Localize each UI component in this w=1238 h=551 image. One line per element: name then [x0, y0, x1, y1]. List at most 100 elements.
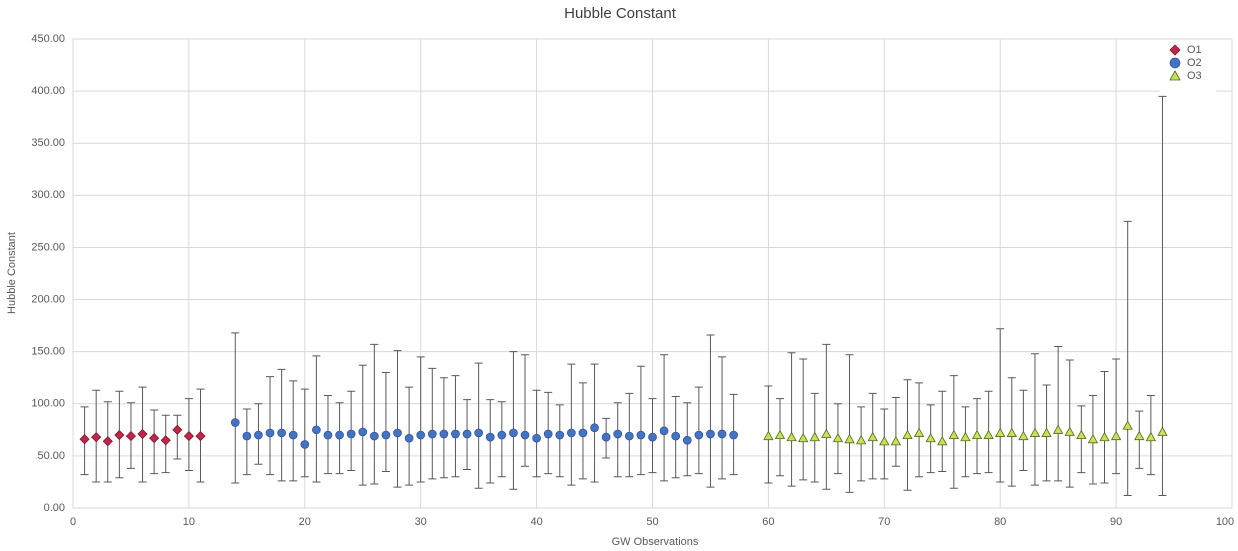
- point: [91, 432, 102, 443]
- point: [312, 425, 321, 435]
- point: [995, 427, 1006, 437]
- point: [648, 432, 657, 442]
- error-bar: [451, 375, 460, 478]
- error-bar: [277, 368, 286, 482]
- point: [1110, 430, 1122, 441]
- error-bar: [173, 414, 182, 460]
- point: [277, 428, 286, 438]
- error-bar: [428, 367, 437, 480]
- point: [948, 429, 960, 440]
- error-bar: [555, 404, 564, 478]
- point: [774, 429, 786, 440]
- point: [682, 435, 692, 445]
- point: [346, 429, 356, 439]
- point: [601, 432, 611, 442]
- point: [902, 429, 913, 440]
- point: [393, 428, 402, 438]
- error-bar: [381, 372, 390, 473]
- point: [520, 430, 530, 440]
- point: [613, 429, 623, 439]
- point: [254, 430, 263, 440]
- point: [172, 424, 183, 435]
- point: [114, 429, 125, 441]
- x-tick-label: 60: [762, 516, 774, 528]
- x-tick-label: 80: [994, 516, 1006, 528]
- point: [578, 428, 588, 438]
- chart-title: Hubble Constant: [564, 5, 677, 22]
- point: [369, 431, 379, 441]
- point: [485, 432, 495, 442]
- error-bar: [718, 356, 727, 480]
- point: [1076, 429, 1087, 440]
- error-bar: [439, 377, 448, 479]
- point: [335, 430, 344, 440]
- point: [913, 427, 925, 437]
- error-bar: [845, 354, 854, 493]
- point: [497, 430, 507, 440]
- error-bar: [613, 402, 622, 478]
- error-bar: [1030, 353, 1039, 486]
- legend-background: [1160, 42, 1216, 92]
- point: [1029, 427, 1041, 437]
- point: [925, 432, 936, 443]
- point: [509, 428, 518, 438]
- point: [125, 431, 137, 442]
- error-bar: [521, 354, 530, 467]
- point: [590, 423, 599, 433]
- error-bar: [242, 408, 251, 476]
- point: [636, 430, 646, 440]
- point: [1052, 424, 1064, 434]
- legend-marker: [1169, 57, 1181, 69]
- x-tick-label: 40: [530, 516, 542, 528]
- error-bar: [567, 363, 576, 486]
- y-tick-label: 350.00: [31, 137, 65, 149]
- point: [416, 430, 426, 440]
- x-tick-label: 90: [1110, 516, 1122, 528]
- error-bar: [799, 358, 808, 481]
- error-bar: [416, 356, 425, 483]
- error-bar: [532, 389, 541, 478]
- error-bar: [938, 390, 947, 473]
- x-tick-label: 0: [70, 516, 76, 528]
- y-tick-label: 150.00: [31, 346, 65, 358]
- error-bar: [891, 397, 900, 467]
- point: [786, 431, 797, 442]
- point: [855, 434, 867, 445]
- point: [1099, 431, 1110, 442]
- y-tick-label: 300.00: [31, 189, 65, 201]
- x-tick-label: 70: [878, 516, 890, 528]
- point: [797, 432, 809, 443]
- x-tick-label: 50: [646, 516, 658, 528]
- point: [230, 418, 240, 427]
- error-bar: [370, 343, 379, 485]
- point: [821, 428, 832, 439]
- point: [543, 429, 553, 439]
- point: [1018, 430, 1029, 441]
- error-bar: [312, 355, 321, 483]
- point: [358, 427, 368, 437]
- point: [404, 433, 414, 443]
- y-tick-label: 250.00: [31, 241, 65, 253]
- point: [671, 431, 681, 441]
- y-tick-label: 400.00: [31, 85, 65, 97]
- y-tick-label: 200.00: [31, 293, 65, 305]
- point: [706, 429, 715, 439]
- error-bar: [509, 351, 518, 490]
- error-bar: [1100, 370, 1109, 484]
- point: [462, 429, 472, 439]
- error-bar: [474, 362, 483, 489]
- point: [763, 430, 774, 441]
- error-bar: [636, 365, 645, 476]
- point: [1134, 430, 1145, 441]
- point: [439, 429, 449, 439]
- point: [659, 426, 669, 436]
- point: [983, 429, 994, 440]
- error-bar: [660, 354, 669, 482]
- point: [137, 428, 148, 440]
- legend-label: O3: [1187, 70, 1202, 82]
- point: [1064, 426, 1075, 436]
- error-bar: [996, 328, 1005, 483]
- legend-marker: [1169, 44, 1181, 56]
